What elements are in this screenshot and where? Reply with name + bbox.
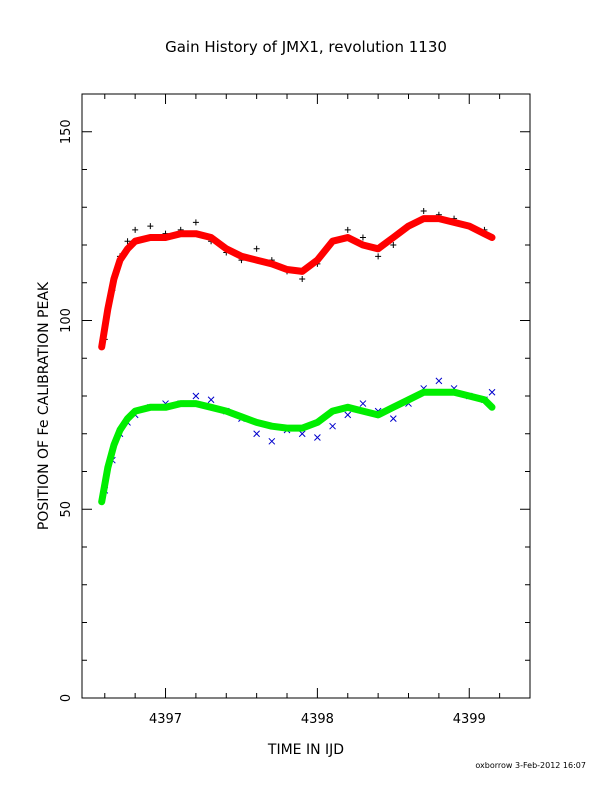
series-0 [101,208,496,343]
y-tick-label: 100 [59,308,74,333]
chart-title: Gain History of JMX1, revolution 1130 [165,38,447,56]
x-tick-label: 4399 [453,712,486,727]
data-point [375,253,382,260]
x-tick-label: 4398 [301,712,334,727]
data-point [192,392,200,400]
data-point [390,242,397,248]
series-line [98,388,496,506]
x-tick-label: 4397 [149,712,182,727]
data-point [329,422,336,430]
data-point [389,415,397,423]
data-point [420,208,427,215]
credit-text: oxborrow 3-Feb-2012 16:07 [475,761,586,770]
x-axis-label: TIME IN IJD [267,742,344,758]
data-point [314,434,321,441]
data-point [435,377,443,385]
data-point [359,400,367,407]
series-line [98,215,496,351]
y-tick-label: 150 [59,119,74,144]
data-point [299,275,306,282]
data-point [488,388,496,396]
data-point [359,234,366,241]
data-point [298,430,306,438]
series-1 [98,215,496,351]
data-point [132,226,139,233]
data-point [344,411,352,419]
data-point [124,238,131,245]
data-point [268,437,276,445]
data-point [253,245,260,252]
data-point [207,396,215,404]
y-axis-label: POSITION OF Fe CALIBRATION PEAK [36,281,52,530]
data-point [147,223,154,230]
y-tick-label: 50 [59,501,74,518]
data-marks [98,208,496,506]
series-3 [98,388,496,506]
axis-ticks: 4397 4398 4399 0 50 100 150 [59,93,531,727]
data-point [253,430,260,438]
data-point [192,219,199,226]
data-point [344,226,351,233]
y-tick-label: 0 [59,694,74,702]
